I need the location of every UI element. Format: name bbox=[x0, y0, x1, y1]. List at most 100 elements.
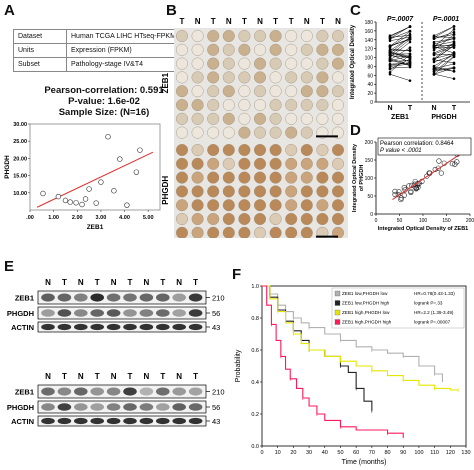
kda-label: 43 bbox=[212, 417, 220, 426]
protein-band bbox=[188, 309, 203, 317]
tissue-core bbox=[253, 157, 266, 170]
x-tick-label: 1.00 bbox=[48, 215, 59, 221]
tissue-core bbox=[269, 29, 282, 43]
legend-box bbox=[331, 287, 465, 329]
x-tick-label: 5.00 bbox=[143, 215, 154, 221]
y-tick-label: 0.0 bbox=[251, 444, 259, 450]
tissue-core bbox=[176, 98, 189, 111]
pair-line bbox=[433, 67, 455, 75]
tissue-core bbox=[238, 98, 251, 111]
group-label-zeb1: ZEB1 bbox=[391, 114, 409, 121]
tissue-core bbox=[269, 85, 282, 98]
y-tick-label: 0 bbox=[370, 100, 373, 106]
lane-header: N bbox=[176, 372, 182, 381]
tissue-core bbox=[285, 126, 298, 139]
protein-band bbox=[57, 293, 72, 302]
protein-band bbox=[123, 403, 137, 411]
tissue-core bbox=[253, 57, 266, 70]
info-row: Units Expression (FPKM) bbox=[13, 43, 181, 58]
pair-point bbox=[408, 56, 412, 59]
lane-header: N bbox=[111, 372, 117, 381]
column-header: N bbox=[335, 17, 341, 26]
tissue-core bbox=[285, 112, 298, 125]
pair-point bbox=[388, 65, 392, 68]
pair-line bbox=[389, 48, 411, 52]
column-header: T bbox=[273, 17, 278, 26]
pair-line bbox=[389, 52, 411, 58]
info-value: Pathology-stage IV&T4 bbox=[66, 57, 181, 72]
pair-point bbox=[452, 70, 456, 73]
data-point bbox=[392, 188, 398, 194]
tissue-core bbox=[331, 85, 344, 98]
tissue-core bbox=[269, 157, 282, 170]
pair-point bbox=[452, 66, 456, 69]
protein-band bbox=[139, 323, 154, 331]
tissue-core bbox=[238, 43, 251, 56]
tissue-core bbox=[253, 171, 266, 184]
pair-point bbox=[408, 46, 412, 49]
tissue-core bbox=[176, 126, 189, 139]
tissue-core bbox=[191, 212, 204, 225]
y-tick-label: 100 bbox=[365, 176, 374, 182]
tissue-core bbox=[300, 43, 313, 56]
y-tick-label: 30.00 bbox=[13, 122, 27, 128]
pair-point bbox=[388, 58, 392, 62]
tissue-core bbox=[207, 112, 220, 125]
lane-header: N bbox=[176, 278, 182, 287]
survival-curve bbox=[262, 285, 404, 438]
stat-line-2: P-value: 1.6e-02 bbox=[68, 96, 140, 107]
x-tick-label: 0 bbox=[260, 450, 263, 456]
tissue-core bbox=[300, 29, 313, 43]
protein-band bbox=[139, 293, 154, 302]
column-header: N bbox=[304, 17, 310, 26]
row-label-phgdh: PHGDH bbox=[161, 176, 170, 205]
data-point bbox=[392, 191, 398, 198]
protein-band bbox=[41, 323, 55, 331]
tissue-core bbox=[269, 171, 282, 184]
tissue-core bbox=[253, 126, 266, 139]
column-header: T bbox=[242, 17, 247, 26]
y-tick-label: 0.4 bbox=[251, 380, 259, 386]
legend-line-1: Pearson correlation: 0.8464 bbox=[380, 141, 454, 147]
pair-point bbox=[432, 72, 436, 76]
protein-band bbox=[41, 293, 55, 302]
y-axis-label-line1: Integrated Optical Density bbox=[352, 143, 358, 212]
tissue-core bbox=[332, 226, 344, 238]
x-tick-label: 100 bbox=[414, 450, 423, 456]
tissue-core bbox=[285, 226, 298, 238]
lane-header: N bbox=[45, 372, 51, 381]
legend-stat: logrank P=.00007 bbox=[414, 320, 451, 325]
pair-line bbox=[389, 26, 411, 39]
tissue-core bbox=[331, 43, 344, 56]
paired-density-chart: 0 20 40 60 80 100 120 140 160 180 P=.0007 P=.0001 N T… bbox=[350, 16, 470, 121]
y-tick-label: 80 bbox=[367, 64, 373, 70]
protein-band bbox=[41, 403, 55, 411]
tissue-core bbox=[331, 98, 344, 111]
x-axis-label: ZEB1 bbox=[87, 224, 104, 231]
tissue-core bbox=[238, 126, 251, 139]
y-tick-label: 0.2 bbox=[251, 412, 259, 418]
y-tick-label: 50 bbox=[367, 194, 373, 200]
tissue-core bbox=[316, 171, 329, 184]
tissue-core bbox=[176, 171, 189, 184]
scatter-chart-density-correlation: 00 50 50 100 100 150 150 200 200 Pearson correlat… bbox=[352, 137, 474, 232]
tissue-core bbox=[331, 157, 344, 170]
y-tick-label: 100 bbox=[365, 56, 374, 62]
tissue-core bbox=[191, 71, 204, 84]
y-tick-label: 0.8 bbox=[251, 316, 259, 322]
y-axis-label: Integrated Optical Density bbox=[350, 24, 356, 99]
protein-band bbox=[90, 387, 104, 396]
tissue-core bbox=[253, 212, 266, 225]
column-header: N bbox=[195, 17, 201, 26]
tissue-core bbox=[222, 126, 235, 139]
legend-label: ZEB1 low,PHGDH low bbox=[342, 291, 388, 296]
x-tick-label: 120 bbox=[446, 450, 455, 456]
tissue-core bbox=[207, 98, 220, 111]
panel-label-d: D bbox=[350, 122, 361, 139]
tissue-core bbox=[285, 85, 298, 98]
pair-point bbox=[452, 25, 456, 28]
tissue-core bbox=[207, 199, 220, 212]
tissue-core bbox=[222, 112, 235, 125]
pair-line bbox=[433, 63, 455, 70]
tissue-core bbox=[176, 29, 189, 43]
